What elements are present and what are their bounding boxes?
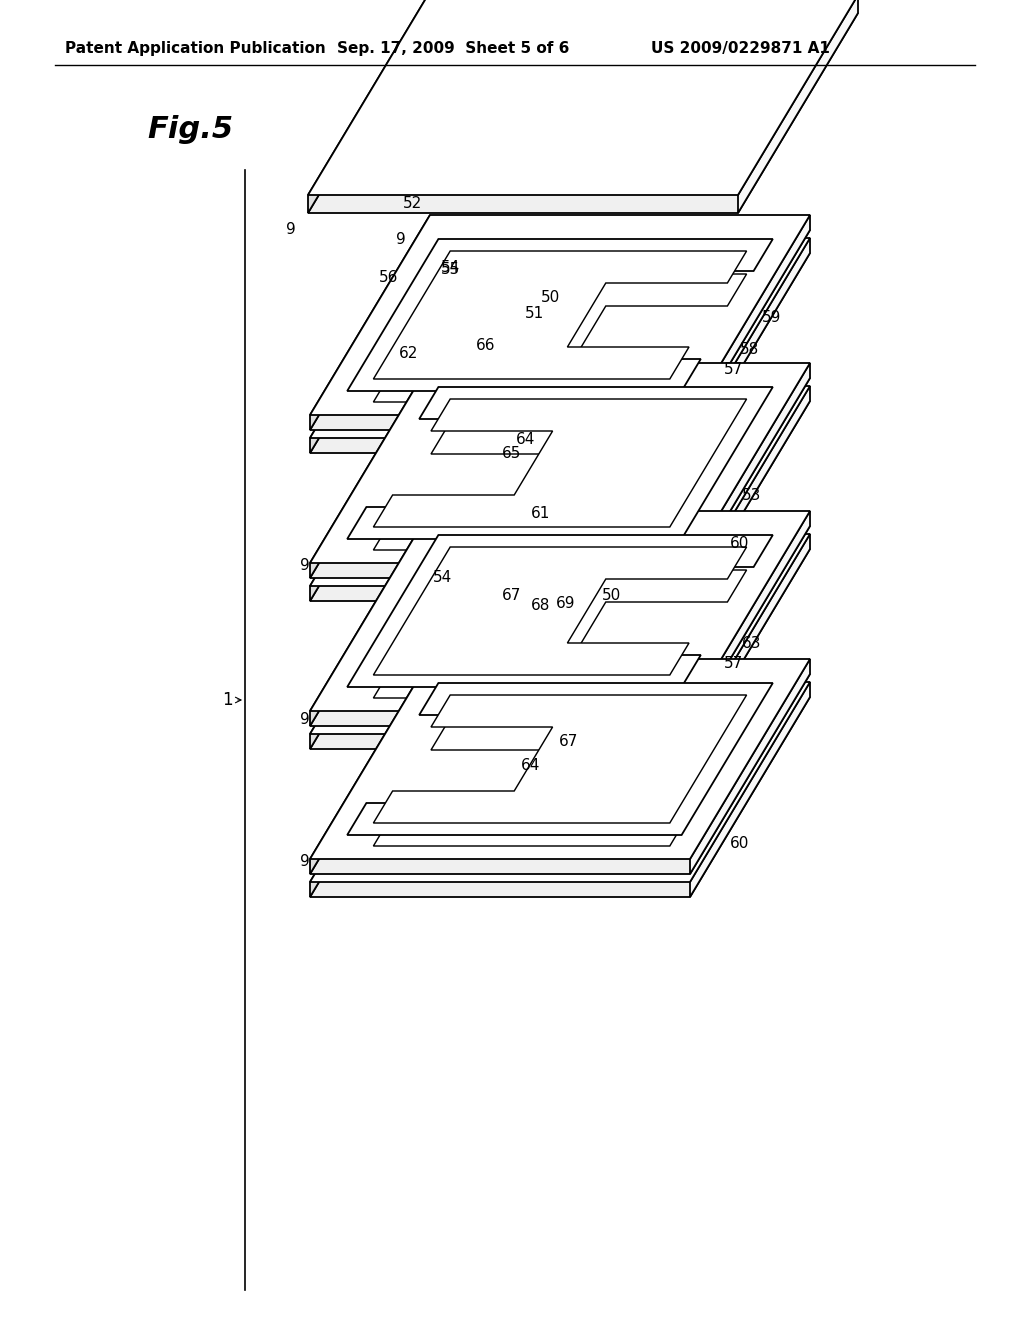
Text: 60: 60 xyxy=(730,536,750,552)
Polygon shape xyxy=(374,546,746,675)
Polygon shape xyxy=(310,659,430,874)
Text: 9: 9 xyxy=(300,711,310,726)
Text: 64: 64 xyxy=(516,432,536,446)
Text: 65: 65 xyxy=(503,446,521,461)
Text: 67: 67 xyxy=(559,734,579,750)
Text: 55: 55 xyxy=(440,263,460,277)
Text: 62: 62 xyxy=(398,346,418,360)
Polygon shape xyxy=(310,363,810,564)
Polygon shape xyxy=(310,215,810,414)
Polygon shape xyxy=(310,385,430,601)
Polygon shape xyxy=(690,238,810,453)
Text: 68: 68 xyxy=(530,598,550,614)
Text: 53: 53 xyxy=(742,487,762,503)
Polygon shape xyxy=(374,422,746,550)
Polygon shape xyxy=(310,378,810,578)
Polygon shape xyxy=(374,570,746,698)
Text: 64: 64 xyxy=(520,758,540,772)
Polygon shape xyxy=(347,261,773,414)
Text: 50: 50 xyxy=(542,289,560,305)
Text: Fig.5: Fig.5 xyxy=(146,116,233,144)
Polygon shape xyxy=(310,511,430,726)
Polygon shape xyxy=(347,239,773,391)
Polygon shape xyxy=(310,535,430,748)
Polygon shape xyxy=(690,535,810,748)
Polygon shape xyxy=(347,387,773,539)
Text: Sep. 17, 2009  Sheet 5 of 6: Sep. 17, 2009 Sheet 5 of 6 xyxy=(337,41,569,55)
Text: 57: 57 xyxy=(724,363,743,378)
Text: 58: 58 xyxy=(740,342,759,358)
Text: 52: 52 xyxy=(402,195,422,210)
Polygon shape xyxy=(308,0,428,213)
Text: 9: 9 xyxy=(396,232,406,248)
Polygon shape xyxy=(310,525,810,726)
Polygon shape xyxy=(690,511,810,726)
Text: 63: 63 xyxy=(742,635,762,651)
Text: 56: 56 xyxy=(379,271,398,285)
Polygon shape xyxy=(310,238,430,453)
Polygon shape xyxy=(347,682,773,836)
Polygon shape xyxy=(308,0,858,195)
Polygon shape xyxy=(690,215,810,430)
Polygon shape xyxy=(310,230,810,430)
Polygon shape xyxy=(310,238,810,438)
Polygon shape xyxy=(690,659,810,874)
Text: 51: 51 xyxy=(525,305,544,321)
Polygon shape xyxy=(374,718,746,846)
Polygon shape xyxy=(310,682,810,882)
Polygon shape xyxy=(374,251,746,379)
Polygon shape xyxy=(310,675,810,874)
Polygon shape xyxy=(310,253,810,453)
Text: 50: 50 xyxy=(601,587,621,602)
Text: 67: 67 xyxy=(502,587,521,602)
Text: 61: 61 xyxy=(531,507,551,521)
Polygon shape xyxy=(310,682,430,898)
Polygon shape xyxy=(310,659,810,859)
Text: 66: 66 xyxy=(475,338,495,352)
Polygon shape xyxy=(690,385,810,601)
Polygon shape xyxy=(374,399,746,527)
Text: 1: 1 xyxy=(221,690,232,709)
Polygon shape xyxy=(308,13,858,213)
Text: 9: 9 xyxy=(287,223,296,238)
Polygon shape xyxy=(310,385,810,586)
Polygon shape xyxy=(374,696,746,822)
Text: 54: 54 xyxy=(432,570,452,586)
Text: US 2009/0229871 A1: US 2009/0229871 A1 xyxy=(650,41,829,55)
Polygon shape xyxy=(310,363,430,578)
Text: 57: 57 xyxy=(724,656,743,671)
Text: 69: 69 xyxy=(556,595,575,610)
Text: 9: 9 xyxy=(300,854,310,870)
Polygon shape xyxy=(690,682,810,898)
Text: 59: 59 xyxy=(762,309,781,325)
Polygon shape xyxy=(310,549,810,748)
Text: 60: 60 xyxy=(730,837,750,851)
Text: 9: 9 xyxy=(300,558,310,573)
Polygon shape xyxy=(347,706,773,858)
Text: Patent Application Publication: Patent Application Publication xyxy=(65,41,326,55)
Polygon shape xyxy=(310,215,430,430)
Polygon shape xyxy=(347,535,773,686)
Polygon shape xyxy=(310,697,810,898)
Polygon shape xyxy=(347,558,773,710)
Polygon shape xyxy=(310,535,810,734)
Text: 54: 54 xyxy=(441,260,461,276)
Polygon shape xyxy=(690,363,810,578)
Polygon shape xyxy=(347,411,773,562)
Polygon shape xyxy=(738,0,858,213)
Polygon shape xyxy=(374,275,746,403)
Polygon shape xyxy=(310,511,810,711)
Polygon shape xyxy=(310,401,810,601)
